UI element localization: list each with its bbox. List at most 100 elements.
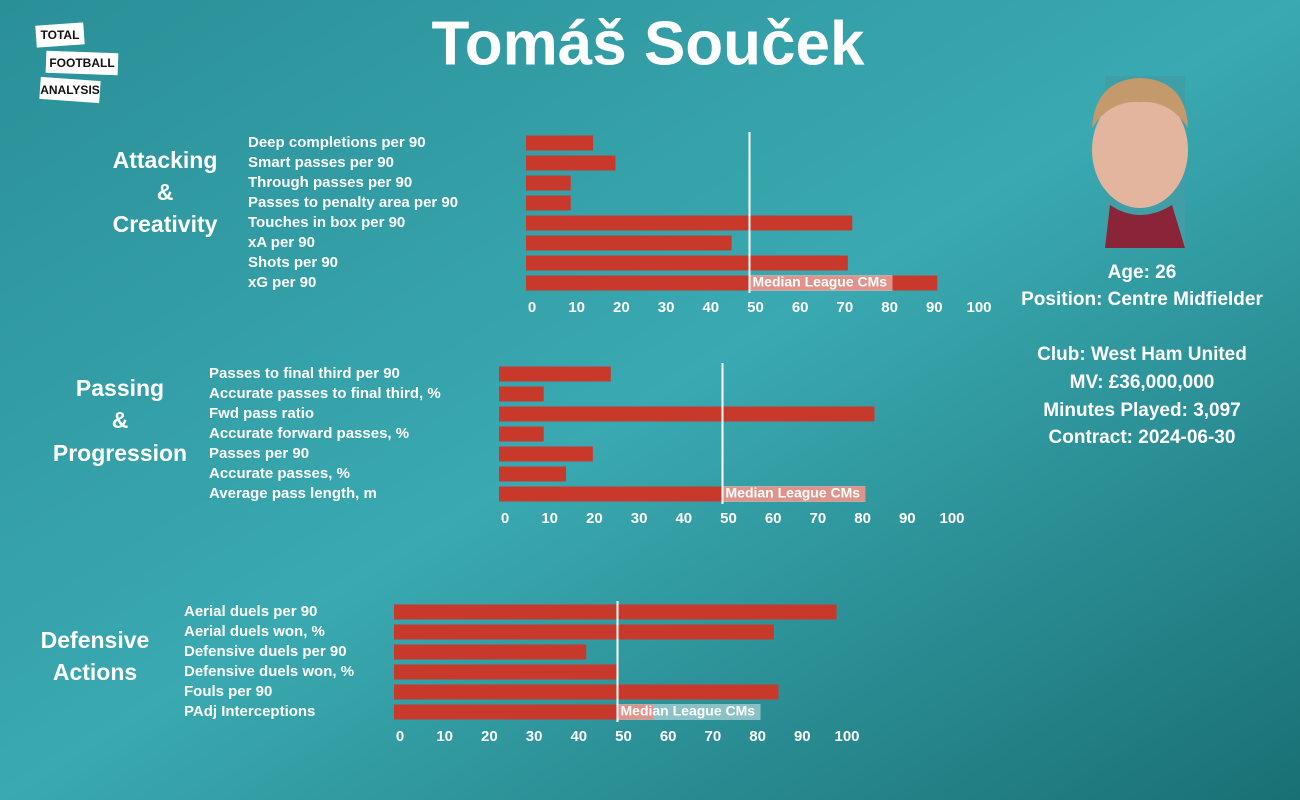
x-tick-label: 100 <box>939 510 964 527</box>
x-tick-label: 60 <box>792 299 809 316</box>
player-info-line: Position: Centre Midfielder <box>1021 289 1263 310</box>
logo-text: ANALYSIS <box>40 83 100 97</box>
x-tick-label: 90 <box>794 728 811 745</box>
category-label: Accurate passes, % <box>209 465 350 482</box>
category-label: PAdj Interceptions <box>184 703 315 720</box>
x-tick-label: 70 <box>837 299 854 316</box>
player-photo <box>1092 76 1188 248</box>
player-info-line: Contract: 2024-06-30 <box>1049 427 1236 448</box>
median-label-bg <box>617 704 761 720</box>
x-tick-label: 60 <box>765 510 782 527</box>
median-label: Median League CMs <box>726 485 861 501</box>
bar <box>394 624 774 640</box>
page-title: Tomáš Souček <box>431 9 865 78</box>
category-label: Defensive duels per 90 <box>184 643 347 660</box>
x-tick-label: 30 <box>526 728 543 745</box>
face <box>1092 92 1188 208</box>
x-tick-label: 0 <box>528 299 536 316</box>
category-label: Smart passes per 90 <box>248 154 394 171</box>
hair <box>1092 78 1188 128</box>
x-tick-label: 30 <box>658 299 675 316</box>
bar <box>499 446 593 462</box>
bar <box>526 135 594 151</box>
bar <box>394 684 779 700</box>
bar <box>499 426 544 442</box>
section-title: Attacking <box>113 147 218 173</box>
logo-box <box>39 76 101 104</box>
x-tick-label: 10 <box>568 299 585 316</box>
x-tick-label: 80 <box>854 510 871 527</box>
x-tick-label: 70 <box>705 728 722 745</box>
x-tick-label: 10 <box>541 510 558 527</box>
x-tick-label: 90 <box>926 299 943 316</box>
logo-box <box>45 50 119 76</box>
category-label: Passes to penalty area per 90 <box>248 194 458 211</box>
category-label: Defensive duels won, % <box>184 663 354 680</box>
section-title: & <box>157 179 174 205</box>
player-info-line: Minutes Played: 3,097 <box>1043 400 1240 421</box>
bar <box>394 604 837 620</box>
category-label: Accurate passes to final third, % <box>209 385 441 402</box>
bar <box>526 255 848 271</box>
logo-text: FOOTBALL <box>49 56 114 70</box>
bar <box>499 366 611 382</box>
category-label: Average pass length, m <box>209 485 377 502</box>
category-label: Fouls per 90 <box>184 683 272 700</box>
median-label-bg <box>749 275 893 291</box>
category-label: Through passes per 90 <box>248 174 412 191</box>
x-tick-label: 80 <box>881 299 898 316</box>
bar <box>394 644 587 660</box>
x-tick-label: 40 <box>702 299 719 316</box>
x-tick-label: 20 <box>481 728 498 745</box>
x-tick-label: 60 <box>660 728 677 745</box>
median-label: Median League CMs <box>753 274 888 290</box>
bar <box>499 386 544 402</box>
x-tick-label: 10 <box>436 728 453 745</box>
category-label: xA per 90 <box>248 234 315 251</box>
player-info-line: MV: £36,000,000 <box>1070 372 1215 393</box>
category-label: Fwd pass ratio <box>209 405 314 422</box>
x-tick-label: 50 <box>615 728 632 745</box>
bar <box>526 155 616 171</box>
bar <box>526 235 732 251</box>
x-tick-label: 0 <box>501 510 509 527</box>
section-title: Passing <box>76 375 164 401</box>
category-label: Aerial duels won, % <box>184 623 325 640</box>
x-tick-label: 100 <box>966 299 991 316</box>
bar <box>526 215 853 231</box>
x-tick-label: 40 <box>675 510 692 527</box>
x-tick-label: 20 <box>586 510 603 527</box>
section-title: Actions <box>53 659 137 685</box>
section-title: Defensive <box>41 627 150 653</box>
section-title: & <box>112 407 129 433</box>
x-tick-label: 50 <box>720 510 737 527</box>
x-tick-label: 40 <box>570 728 587 745</box>
bar <box>394 664 618 680</box>
category-label: Accurate forward passes, % <box>209 425 409 442</box>
category-label: Passes to final third per 90 <box>209 365 400 382</box>
player-info-line: Club: West Ham United <box>1037 344 1247 365</box>
median-label: Median League CMs <box>621 703 756 719</box>
logo-text: TOTAL <box>41 28 80 42</box>
x-tick-label: 100 <box>834 728 859 745</box>
x-tick-label: 0 <box>396 728 404 745</box>
logo-box <box>35 22 85 48</box>
category-label: Deep completions per 90 <box>248 134 426 151</box>
category-label: xG per 90 <box>248 274 316 291</box>
category-label: Aerial duels per 90 <box>184 603 317 620</box>
median-label-bg <box>722 486 866 502</box>
category-label: Passes per 90 <box>209 445 309 462</box>
section-title: Progression <box>53 440 187 466</box>
bar <box>394 704 654 720</box>
x-tick-label: 80 <box>749 728 766 745</box>
bar <box>526 275 938 291</box>
bar <box>499 466 567 482</box>
bar <box>526 175 571 191</box>
bar <box>526 195 571 211</box>
x-tick-label: 20 <box>613 299 630 316</box>
x-tick-label: 30 <box>631 510 648 527</box>
logo: TOTAL FOOTBALL ANALYSIS <box>35 22 119 104</box>
category-label: Shots per 90 <box>248 254 338 271</box>
x-tick-label: 70 <box>810 510 827 527</box>
